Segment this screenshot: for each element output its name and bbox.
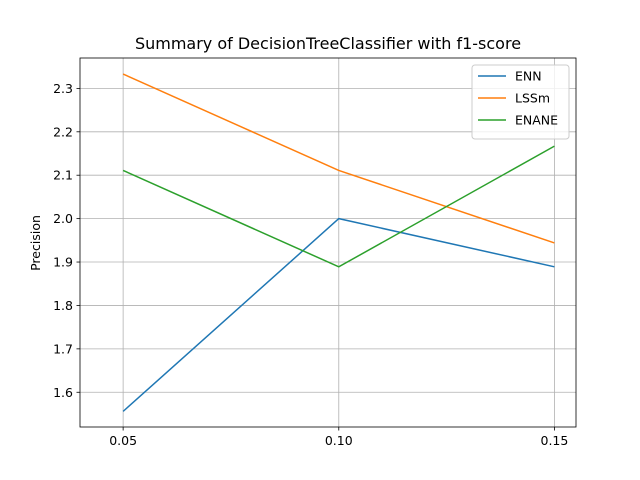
y-tick-label: 2.0 (53, 211, 73, 226)
y-tick-label: 2.1 (53, 168, 73, 183)
axis-ticks: 1.6 1.7 1.8 1.9 2.0 2.1 2.2 2.3 0.05 0.10 0.15 (53, 81, 568, 448)
legend: ENN LSSm ENANE (471, 64, 570, 140)
y-axis-label: Precision (28, 215, 43, 271)
y-tick-label: 1.9 (53, 255, 73, 270)
chart-title: Summary of DecisionTreeClassifier with f… (135, 34, 521, 53)
series-line-enane (122, 145, 555, 268)
legend-label: ENN (515, 69, 542, 84)
y-tick-label: 1.7 (53, 341, 73, 356)
series-line-lssm (122, 73, 555, 244)
x-tick-label: 0.10 (325, 433, 353, 448)
plot-frame (79, 57, 577, 428)
series-line-enn (122, 217, 555, 412)
y-tick-label: 2.3 (53, 81, 73, 96)
series-lines (122, 73, 555, 412)
legend-label: ENANE (515, 113, 558, 128)
legend-label: LSSm (515, 91, 550, 106)
x-tick-label: 0.15 (541, 433, 569, 448)
x-tick-label: 0.05 (109, 433, 137, 448)
y-tick-label: 1.8 (53, 298, 73, 313)
y-tick-label: 2.2 (53, 124, 73, 139)
y-tick-label: 1.6 (53, 385, 73, 400)
